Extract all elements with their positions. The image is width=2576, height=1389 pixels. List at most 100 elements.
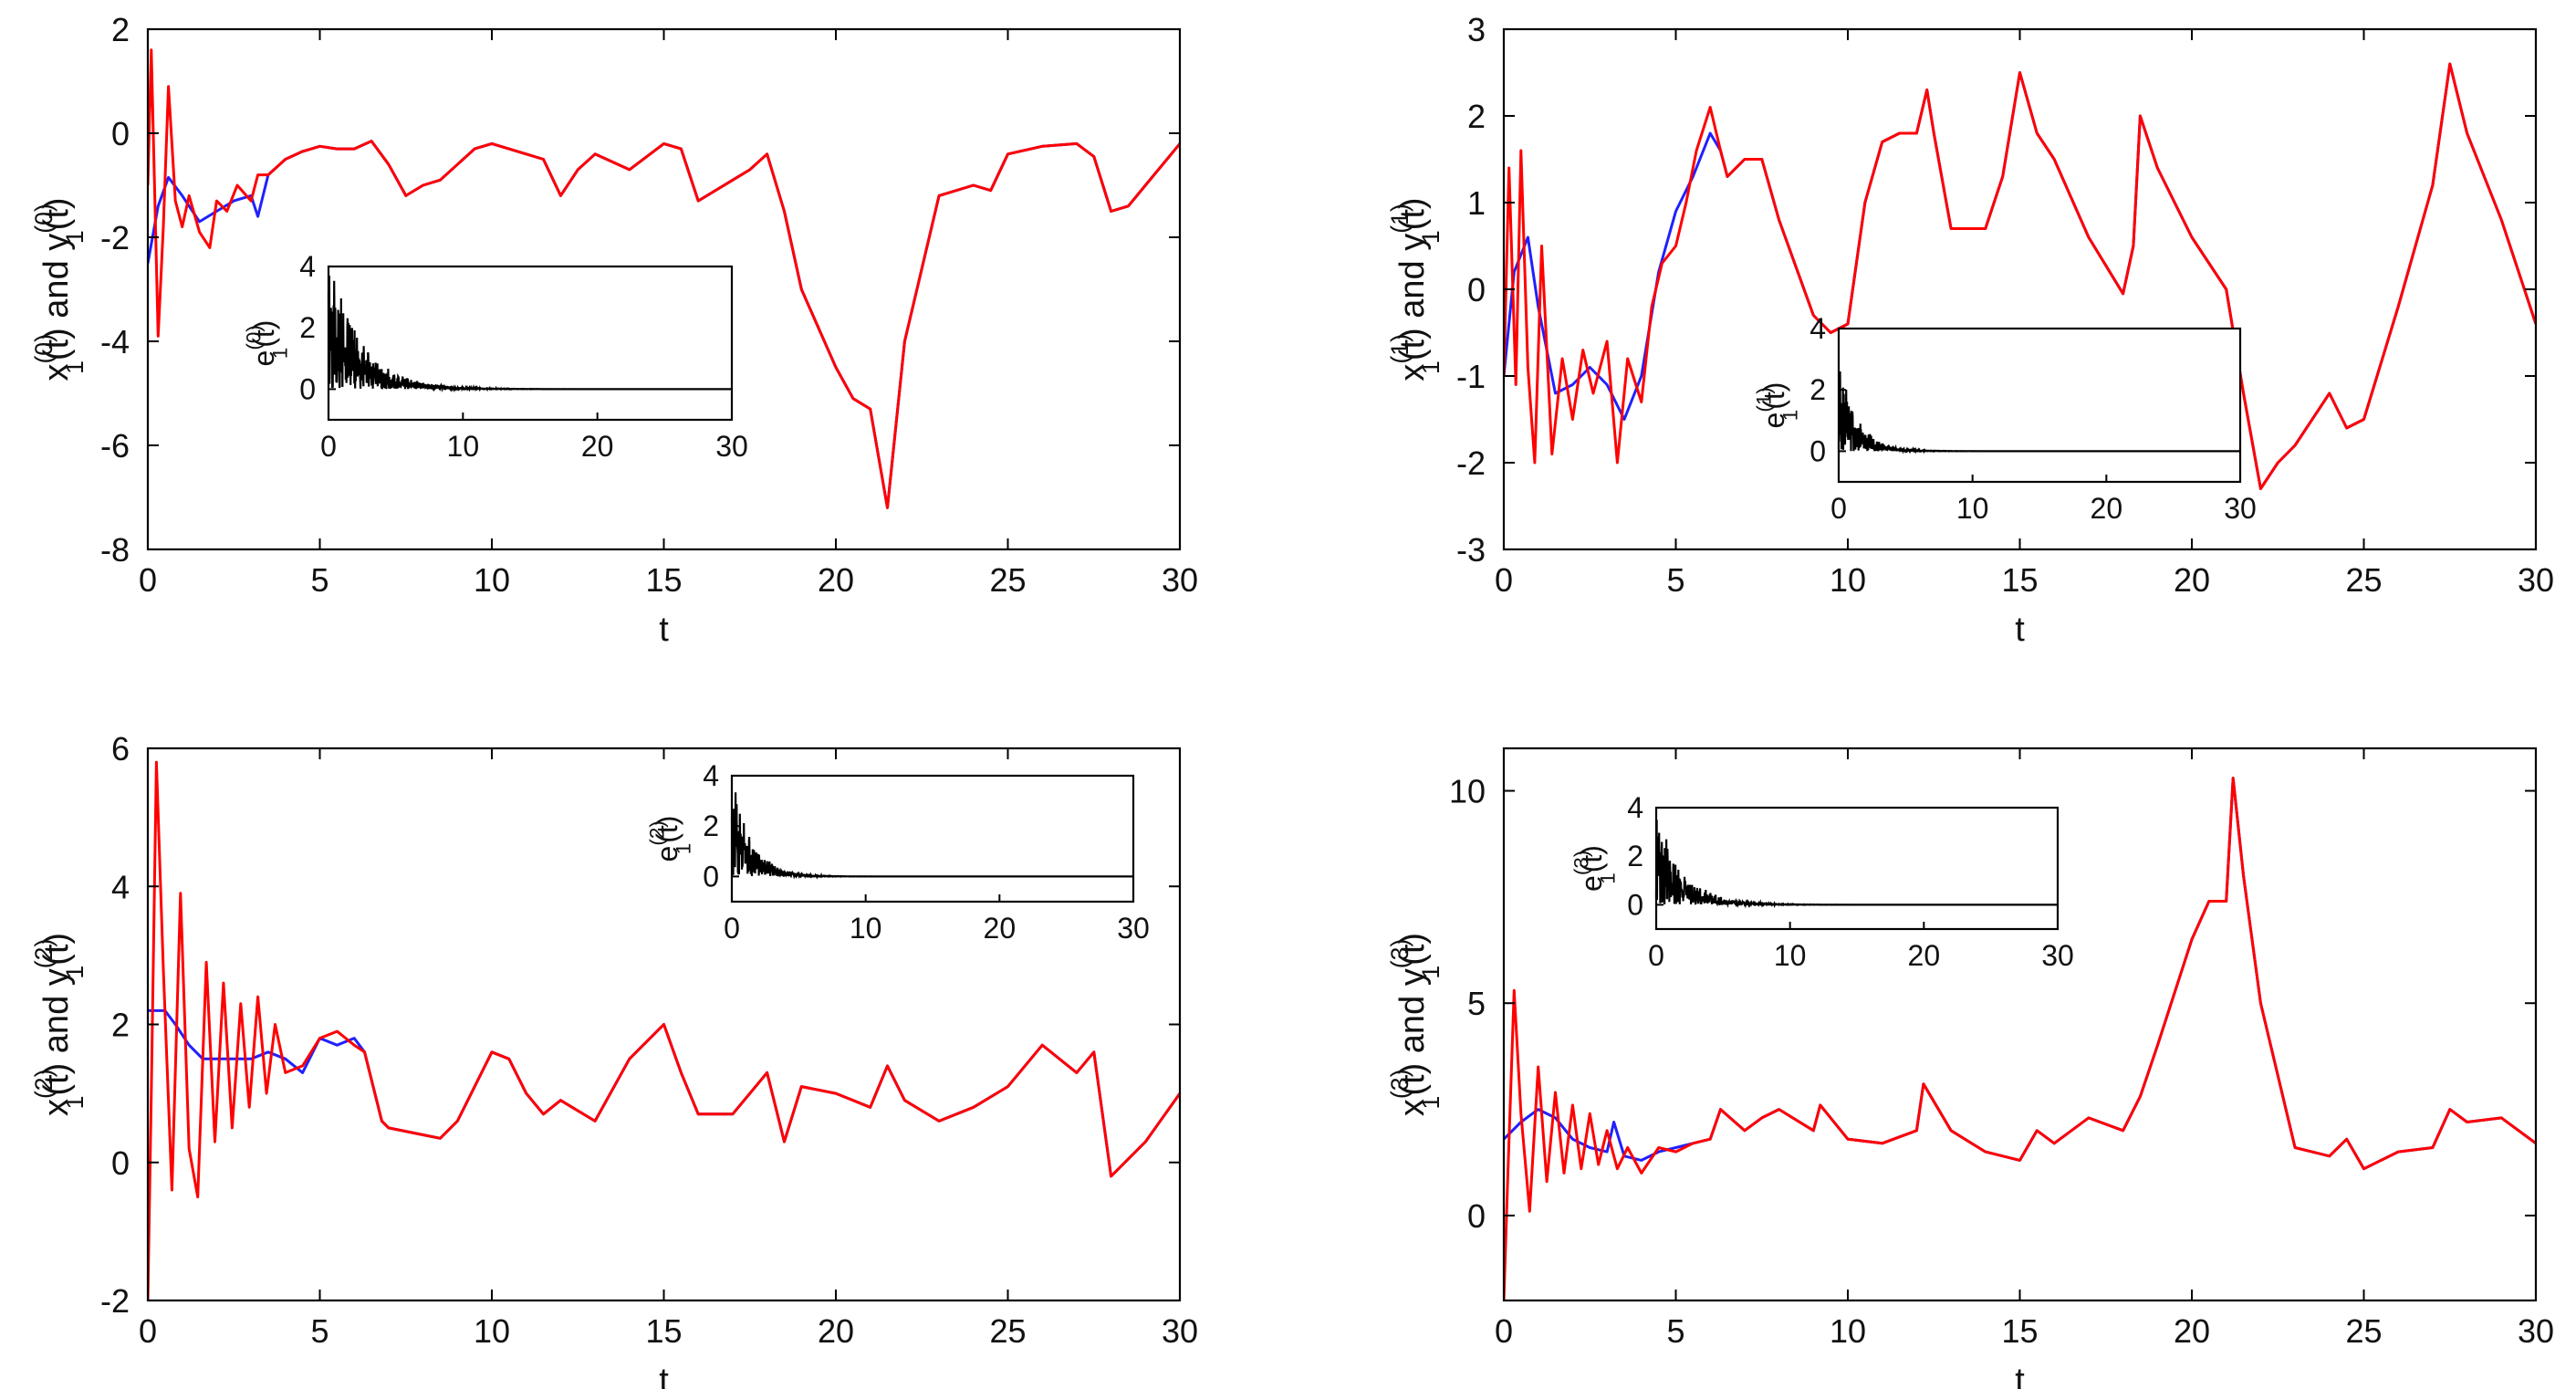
x-tick-label: 10 — [474, 561, 510, 599]
x-tick-label: 0 — [139, 561, 157, 599]
y-axis-label-part: x — [1393, 364, 1432, 381]
inset-x-tick-label: 20 — [581, 430, 614, 463]
inset-y-tick-label: 2 — [1809, 373, 1826, 406]
y-axis-label-part: 1 — [1417, 966, 1444, 979]
y-tick-label: 2 — [1467, 98, 1486, 135]
inset-x-tick-label: 10 — [1774, 939, 1807, 972]
x-tick-label: 0 — [1495, 1312, 1513, 1350]
x-tick-label: 30 — [1162, 561, 1198, 599]
y-axis-label: x(3)1(t) and y(3)1(t) — [1386, 933, 1444, 1116]
x-tick-label: 30 — [2518, 1312, 2554, 1350]
inset-frame — [1837, 327, 2242, 484]
y-axis-label-part: (2) — [30, 1070, 57, 1100]
inset-frame — [730, 774, 1135, 903]
inset-background — [329, 266, 732, 420]
inset-y-axis-label-part: (3) — [1570, 851, 1593, 875]
y-axis-label-part: 1 — [1417, 1096, 1444, 1110]
inset-x-tick-label: 20 — [984, 912, 1017, 945]
inset-y-axis-label-part: (t) — [247, 320, 280, 348]
inset-x-tick-label: 30 — [2041, 939, 2074, 972]
y-axis-label-part: (1) — [1386, 204, 1413, 234]
y-tick-label: -4 — [100, 323, 130, 360]
y-axis-label-part: 1 — [61, 1096, 89, 1110]
inset-y-tick-label: 4 — [703, 759, 719, 792]
x-tick-label: 15 — [2001, 561, 2038, 599]
x-axis-label: t — [2015, 611, 2025, 649]
y-tick-label: 5 — [1467, 985, 1486, 1022]
inset-y-axis-label-part: 1 — [268, 348, 291, 359]
inset-error-plot: 0 10 20 30 0 2 4 e(1)1(t) — [1753, 312, 2257, 525]
y-tick-label: 2 — [111, 11, 130, 48]
inset-y-tick-label: 0 — [1809, 434, 1826, 467]
y-tick-label: 0 — [1467, 1197, 1486, 1235]
series-line-y-blue — [148, 1008, 1180, 1178]
series-line-x-red — [148, 48, 1180, 509]
inset-error-plot: 0 10 20 30 0 2 4 e(0)1(t) — [243, 250, 748, 463]
inset-y-axis-label-part: 1 — [1778, 410, 1801, 421]
x-tick-label: 20 — [818, 561, 854, 599]
x-tick-label: 5 — [310, 561, 329, 599]
x-tick-label: 15 — [645, 1312, 682, 1350]
x-tick-label: 5 — [1666, 561, 1684, 599]
inset-y-axis-label-part: (t) — [1575, 845, 1608, 872]
inset-y-axis-label-part: (t) — [651, 816, 683, 843]
inset-y-tick-label: 0 — [1627, 888, 1643, 921]
inset-y-axis-label-part: (t) — [1757, 382, 1790, 410]
y-axis-label-part: 1 — [1417, 360, 1444, 374]
y-axis-label-part: (3) — [1386, 1070, 1413, 1100]
y-tick-label: -3 — [1456, 531, 1486, 569]
x-tick-label: 20 — [818, 1312, 854, 1350]
x-tick-label: 25 — [989, 561, 1026, 599]
x-tick-label: 10 — [1830, 1312, 1866, 1350]
inset-frame — [327, 265, 734, 422]
inset-y-axis-label-part: (1) — [1753, 387, 1776, 412]
y-tick-label: 6 — [111, 730, 130, 768]
x-axis-label: t — [659, 1362, 669, 1389]
x-tick-label: 10 — [1830, 561, 1866, 599]
error-series-line — [327, 276, 732, 393]
x-tick-label: 25 — [989, 1312, 1026, 1350]
inset-y-axis-label: e(2)1(t) — [646, 816, 695, 862]
series-line-x-red — [148, 760, 1180, 1300]
y-tick-label: 1 — [1467, 184, 1486, 222]
inset-x-tick-label: 20 — [1908, 939, 1941, 972]
inset-x-tick-label: 10 — [1956, 492, 1989, 525]
inset-y-axis-label: e(0)1(t) — [243, 320, 292, 367]
y-axis-label-part: (t) — [37, 933, 76, 966]
inset-y-axis-label-part: e — [651, 846, 683, 862]
y-axis-label-part: (t) — [1393, 933, 1432, 966]
y-tick-label: 0 — [1467, 271, 1486, 308]
x-tick-label: 30 — [1162, 1312, 1198, 1350]
y-axis-label-part: x — [37, 364, 76, 381]
inset-y-axis-label-part: 1 — [1596, 872, 1619, 883]
inset-x-tick-label: 20 — [2091, 492, 2123, 525]
x-tick-label: 10 — [474, 1312, 510, 1350]
y-axis-label-part: x — [37, 1099, 76, 1116]
y-axis-label-part: (2) — [30, 939, 57, 969]
y-axis-label-part: 1 — [61, 966, 89, 979]
y-tick-label: -2 — [100, 219, 130, 256]
y-axis-label-part: (t) — [37, 197, 76, 230]
error-series-line — [1837, 371, 2240, 454]
inset-y-axis-label-part: (2) — [646, 820, 669, 845]
y-tick-label: 4 — [111, 868, 130, 905]
y-axis-label: x(2)1(t) and y(2)1(t) — [30, 933, 89, 1116]
inset-y-tick-label: 2 — [299, 311, 316, 344]
inset-y-tick-label: 0 — [703, 860, 719, 893]
inset-y-axis-label-part: e — [1757, 413, 1790, 429]
inset-y-tick-label: 4 — [1627, 791, 1643, 824]
y-axis-label-part: (t) and y — [1393, 234, 1432, 360]
inset-background — [1656, 808, 2058, 929]
inset-x-tick-label: 0 — [320, 430, 337, 463]
inset-frame — [1654, 806, 2060, 931]
series-line-x-red — [1504, 62, 2536, 490]
inset-x-tick-label: 30 — [1117, 912, 1150, 945]
y-axis-label: x(1)1(t) and y(1)1(t) — [1386, 197, 1444, 381]
y-tick-label: -6 — [100, 427, 130, 465]
inset-y-tick-label: 2 — [1627, 840, 1643, 872]
y-tick-label: 3 — [1467, 11, 1486, 48]
inset-x-tick-label: 30 — [715, 430, 748, 463]
